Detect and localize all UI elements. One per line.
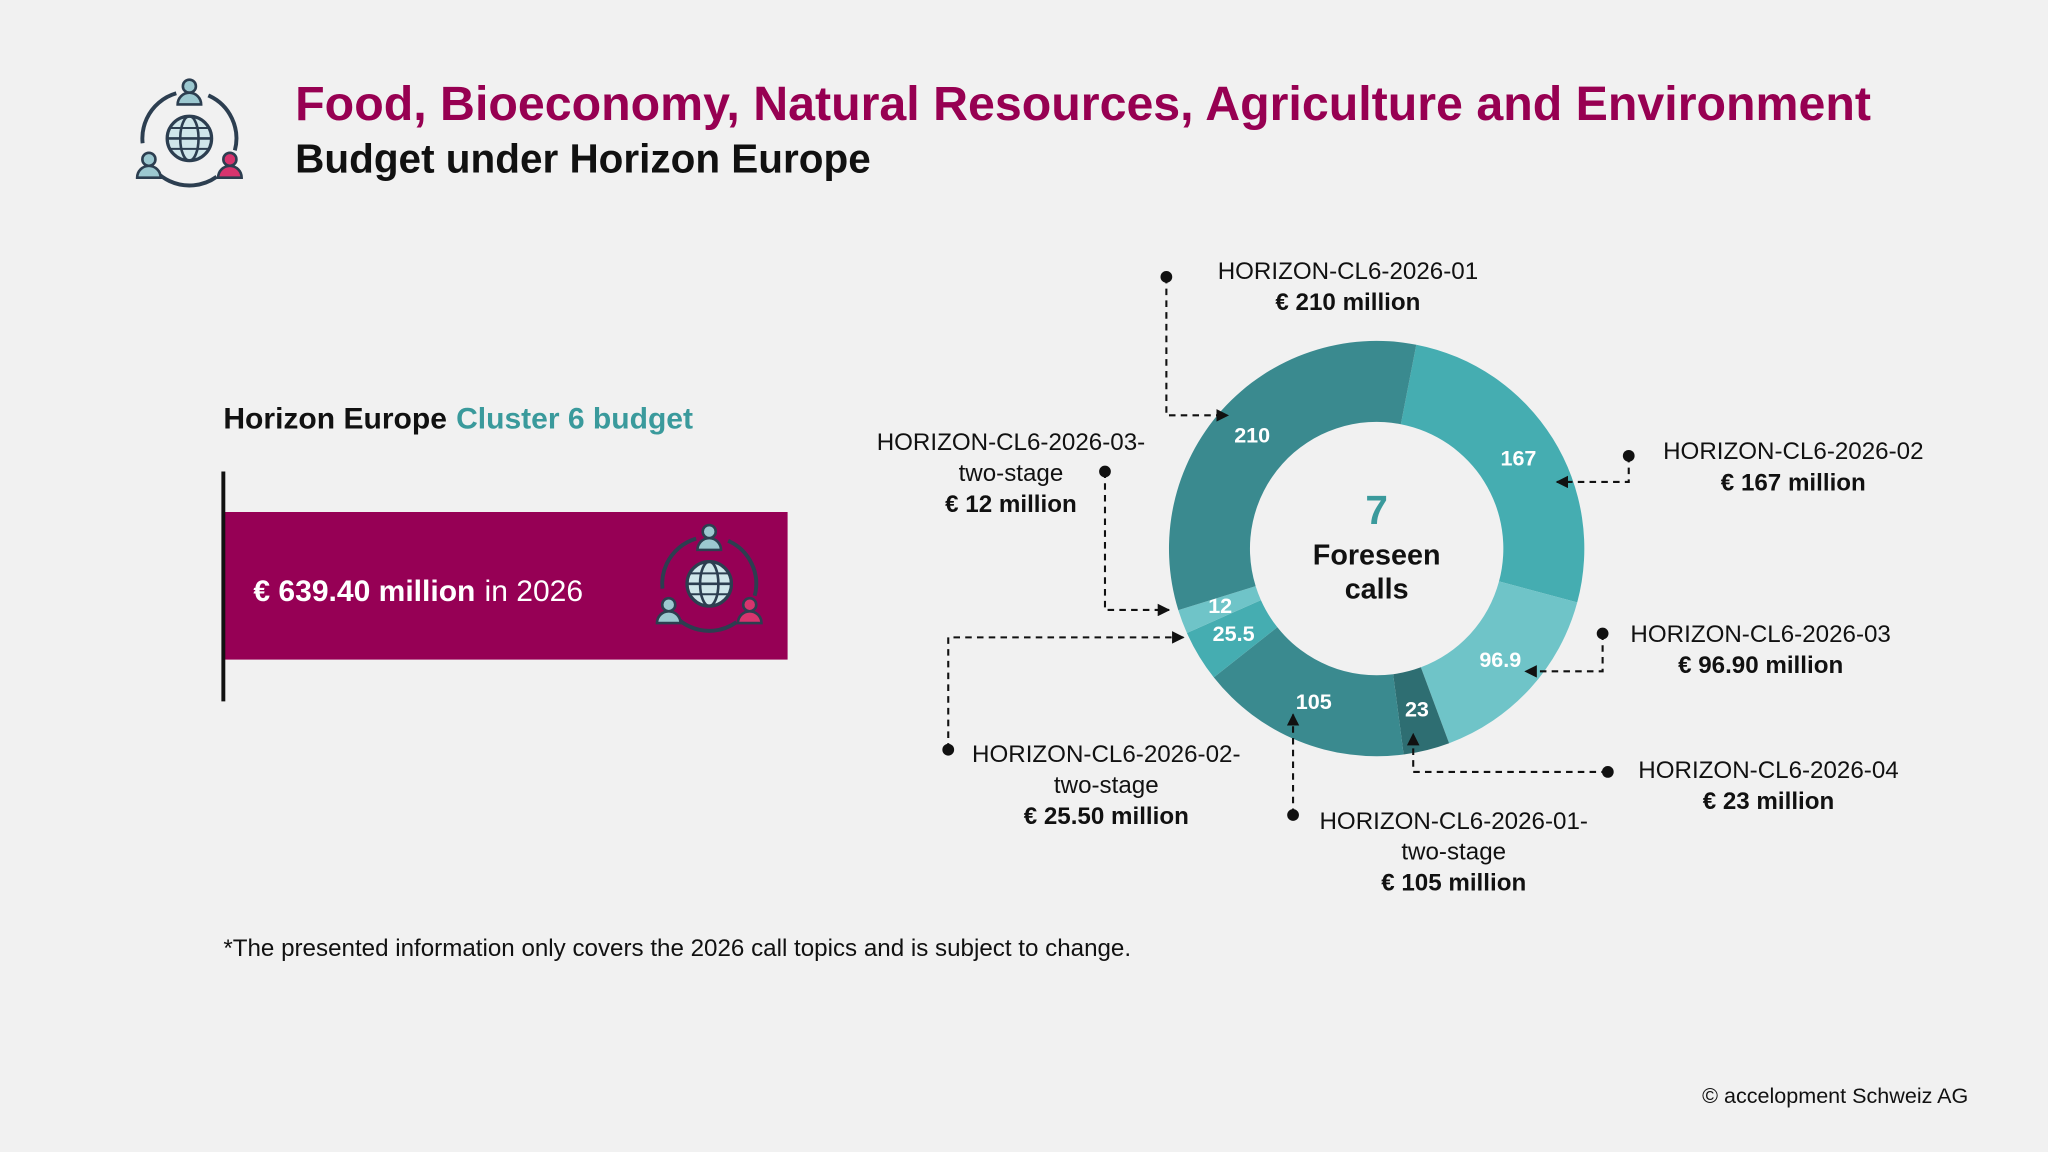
donut-segment bbox=[1420, 581, 1578, 744]
segment-value-label: 12 bbox=[1208, 593, 1232, 618]
budget-period: in 2026 bbox=[485, 575, 584, 608]
call-name-line: two-stage bbox=[1054, 772, 1159, 799]
call-name: HORIZON-CL6-2026-04 bbox=[1638, 757, 1898, 784]
call-budget: € 167 million bbox=[1721, 469, 1866, 496]
call-name: HORIZON-CL6-2026-03 bbox=[1630, 621, 1890, 648]
copyright: © accelopment Schweiz AG bbox=[1702, 1083, 1968, 1108]
call-name-line: HORIZON-CL6-2026-04 bbox=[1638, 757, 1898, 784]
center-label-line: Foreseen bbox=[1313, 539, 1441, 571]
call-budget: € 96.90 million bbox=[1678, 652, 1843, 679]
call-name-line: HORIZON-CL6-2026-02- bbox=[972, 742, 1240, 769]
donut-segment bbox=[1213, 627, 1404, 757]
donut-chart: 167 96.9 23 105 25.5 12 210 7 Foreseen calls HORIZ… bbox=[877, 258, 1924, 896]
budget-text: € 639.40 million in 2026 bbox=[253, 575, 583, 608]
title: Food, Bioeconomy, Natural Resources, Agr… bbox=[295, 77, 1871, 131]
leader-line bbox=[1165, 276, 1230, 422]
segment-value-label: 23 bbox=[1405, 697, 1429, 722]
call-name-line: HORIZON-CL6-2026-01- bbox=[1319, 808, 1587, 835]
budget-amount: € 639.40 million bbox=[253, 575, 475, 608]
header-icon bbox=[124, 74, 254, 203]
call-name: HORIZON-CL6-2026-02 bbox=[1663, 439, 1923, 466]
call-name-line: HORIZON-CL6-2026-03 bbox=[1630, 621, 1890, 648]
leader-line bbox=[1103, 471, 1171, 617]
leader-line bbox=[947, 631, 1185, 750]
budget-heading-highlight: Cluster 6 budget bbox=[456, 403, 693, 436]
call-name-line: two-stage bbox=[1401, 839, 1506, 866]
segment-value-label: 167 bbox=[1500, 446, 1536, 471]
call-name-line: HORIZON-CL6-2026-03- bbox=[877, 429, 1145, 456]
call-name: HORIZON-CL6-2026-02- two-stage bbox=[972, 742, 1240, 800]
donut-segment bbox=[1186, 600, 1278, 678]
center-label: Foreseen calls bbox=[1313, 539, 1441, 605]
call-name: HORIZON-CL6-2026-03- two-stage bbox=[877, 429, 1145, 487]
leader-dot bbox=[1622, 449, 1635, 462]
center-value: 7 bbox=[1365, 487, 1388, 533]
segment-value-label: 96.9 bbox=[1479, 647, 1521, 672]
call-budget: € 25.50 million bbox=[1024, 803, 1189, 830]
call-budget: € 23 million bbox=[1703, 788, 1835, 815]
call-budget: € 210 million bbox=[1275, 289, 1420, 316]
call-budget: € 12 million bbox=[945, 491, 1077, 518]
leader-dot bbox=[1601, 766, 1614, 778]
leader-dot bbox=[1160, 271, 1173, 283]
center-label-line: calls bbox=[1345, 573, 1409, 605]
leader-dot bbox=[1287, 809, 1299, 821]
donut-segment bbox=[1168, 340, 1417, 611]
segment-value-label: 25.5 bbox=[1213, 621, 1255, 646]
call-name-line: HORIZON-CL6-2026-02 bbox=[1663, 439, 1923, 466]
call-name: HORIZON-CL6-2026-01- two-stage bbox=[1319, 808, 1587, 866]
leader-dot bbox=[1099, 465, 1111, 478]
call-budget: € 105 million bbox=[1381, 870, 1526, 897]
call-name-line: two-stage bbox=[959, 460, 1064, 487]
budget-heading: Horizon Europe Cluster 6 budget bbox=[223, 403, 693, 436]
donut-segment bbox=[1393, 667, 1450, 755]
leader-line bbox=[1555, 455, 1630, 489]
budget-heading-text: Horizon Europe bbox=[223, 403, 447, 436]
segment-value-label: 210 bbox=[1234, 423, 1270, 448]
donut-segment bbox=[1178, 586, 1261, 634]
footnote: *The presented information only covers t… bbox=[223, 935, 1131, 962]
call-name-line: HORIZON-CL6-2026-01 bbox=[1218, 258, 1478, 285]
leader-dot bbox=[942, 743, 955, 756]
subtitle: Budget under Horizon Europe bbox=[295, 136, 871, 182]
segment-value-label: 105 bbox=[1296, 689, 1332, 714]
call-name: HORIZON-CL6-2026-01 bbox=[1218, 258, 1478, 285]
leader-dot bbox=[1596, 627, 1609, 640]
donut-segment bbox=[1400, 344, 1585, 603]
leader-line bbox=[1524, 633, 1604, 678]
leader-line bbox=[1406, 732, 1608, 773]
